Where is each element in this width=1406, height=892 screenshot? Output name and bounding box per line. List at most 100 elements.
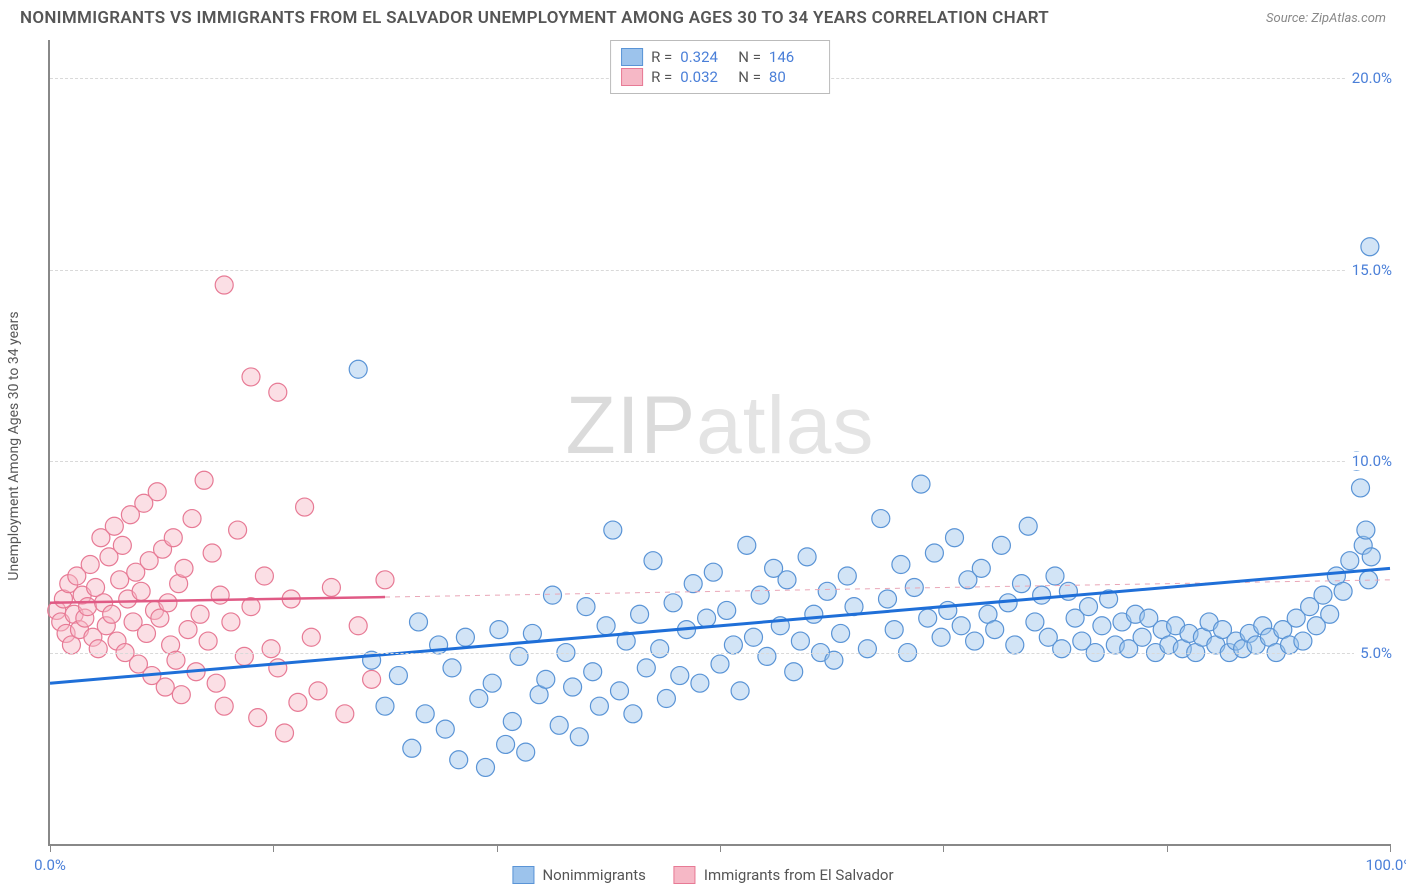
scatter-point [1093,617,1111,635]
scatter-point [229,521,247,539]
scatter-point [510,647,528,665]
scatter-point [376,571,394,589]
scatter-point [1321,605,1339,623]
scatter-point [456,628,474,646]
scatter-point [731,682,749,700]
legend-swatch [621,48,643,66]
legend-item: Immigrants from El Salvador [674,866,894,884]
scatter-point [167,651,185,669]
legend-label: Immigrants from El Salvador [704,866,894,884]
scatter-point [825,651,843,669]
xtick [720,844,721,852]
scatter-point [302,628,320,646]
scatter-point [79,598,97,616]
xtick [1390,844,1391,852]
scatter-point [872,510,890,528]
scatter-point [597,617,615,635]
scatter-point [564,678,582,696]
stat-n-value: 146 [769,48,819,66]
scatter-point [778,571,796,589]
scatter-point [191,605,209,623]
chart-svg [50,40,1390,844]
ytick-label: 15.0% [1346,261,1392,279]
xtick [50,844,51,852]
scatter-point [651,640,669,658]
scatter-point [517,743,535,761]
scatter-point [1053,640,1071,658]
stat-n-label: N = [738,48,761,66]
scatter-point [925,544,943,562]
scatter-point [637,659,655,677]
scatter-point [105,517,123,535]
y-axis-label: Unemployment Among Ages 30 to 34 years [6,311,22,580]
scatter-point [785,663,803,681]
stat-r-value: 0.324 [680,48,730,66]
source-label: Source: ZipAtlas.com [1266,11,1386,26]
scatter-point [1352,479,1370,497]
scatter-point [570,728,588,746]
scatter-point [798,548,816,566]
scatter-point [939,601,957,619]
scatter-point [966,632,984,650]
scatter-point [235,647,253,665]
scatter-point [477,758,495,776]
scatter-point [1080,598,1098,616]
scatter-point [879,590,897,608]
scatter-point [255,567,273,585]
scatter-point [443,659,461,677]
scatter-point [758,647,776,665]
scatter-point [1357,521,1375,539]
scatter-point [1361,238,1379,256]
scatter-point [905,578,923,596]
scatter-point [544,586,562,604]
scatter-point [919,609,937,627]
scatter-point [483,674,501,692]
scatter-point [1314,586,1332,604]
scatter-point [470,690,488,708]
scatter-point [1341,552,1359,570]
scatter-point [403,739,421,757]
scatter-point [389,667,407,685]
scatter-point [215,697,233,715]
scatter-point [503,712,521,730]
scatter-point [376,697,394,715]
plot-wrap: ZIPatlas R =0.324N =146R =0.032N =80 5.0… [48,40,1390,846]
stat-r-label: R = [651,68,672,86]
xtick [497,844,498,852]
scatter-point [992,536,1010,554]
scatter-point [577,598,595,616]
scatter-point [172,686,190,704]
scatter-point [684,575,702,593]
gridline [50,653,1390,654]
stat-legend-row: R = 0.324 N = 146 [621,47,819,67]
scatter-point [215,276,233,294]
scatter-point [211,586,229,604]
scatter-point [81,556,99,574]
scatter-point [838,567,856,585]
xtick [1167,844,1168,852]
scatter-point [207,674,225,692]
stat-legend-row: R =0.032N =80 [621,67,819,87]
scatter-point [175,559,193,577]
scatter-point [704,563,722,581]
scatter-point [249,709,267,727]
scatter-point [137,624,155,642]
scatter-point [1334,582,1352,600]
xtick [273,844,274,852]
scatter-point [156,678,174,696]
scatter-point [644,552,662,570]
scatter-point [718,601,736,619]
scatter-point [262,640,280,658]
plot-area: ZIPatlas R =0.324N =146R =0.032N =80 5.0… [48,40,1390,846]
scatter-point [1026,613,1044,631]
legend-item: Nonimmigrants [512,866,645,884]
scatter-point [363,670,381,688]
scatter-point [242,368,260,386]
scatter-point [604,521,622,539]
scatter-point [416,705,434,723]
scatter-point [832,624,850,642]
stat-r-label: R = [651,48,672,66]
scatter-point [183,510,201,528]
scatter-point [986,621,1004,639]
scatter-point [738,536,756,554]
